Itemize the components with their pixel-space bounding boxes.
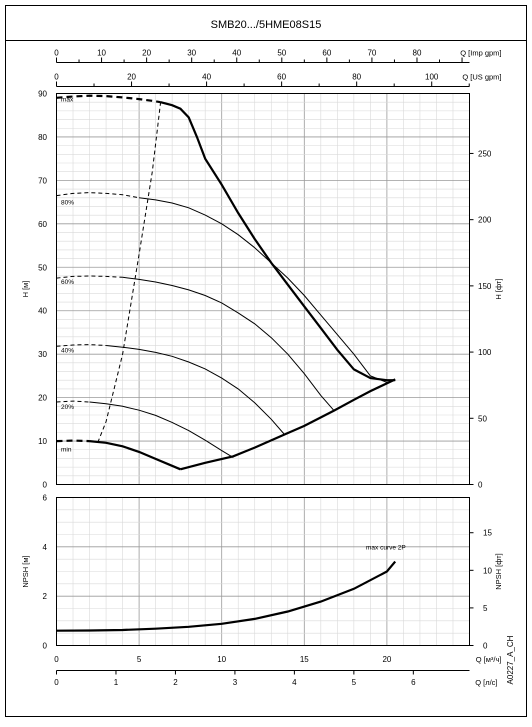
head-ytick-label: 30	[38, 350, 47, 359]
head-yright-tick-label: 50	[478, 414, 487, 423]
head-yright-tick-label: 150	[478, 282, 492, 291]
npsh-xtick-label: 0	[54, 655, 59, 664]
top-axis-tick-label: 80	[352, 73, 361, 82]
npsh-series-label: max curve 2P	[366, 544, 406, 551]
npsh-ytick-label: 6	[43, 494, 48, 503]
top-axis-tick-label: 50	[277, 49, 286, 58]
head-ytick-label: 20	[38, 394, 47, 403]
top-axis-label: Q [US gpm]	[462, 73, 501, 82]
outer-border	[5, 5, 527, 717]
top-axis-tick-label: 40	[232, 49, 241, 58]
npsh-ytick-label: 4	[43, 543, 48, 552]
top-axis-tick-label: 0	[54, 49, 59, 58]
top-axis-tick-label: 70	[367, 49, 376, 58]
head-yright-tick-label: 0	[478, 481, 483, 490]
head-curve-80-dash	[56, 192, 140, 199]
npsh-xtick-label: 5	[137, 655, 142, 664]
head-ylabel: H [м]	[21, 281, 30, 298]
top-axis-tick-label: 0	[54, 73, 59, 82]
curve-label: min	[61, 446, 72, 453]
npsh-ytick-label: 0	[43, 642, 48, 651]
npsh-curve	[56, 560, 397, 632]
npsh-ylabel: NPSH [м]	[21, 555, 30, 587]
head-curve-60-	[122, 276, 335, 411]
top-axis-tick-label: 30	[187, 49, 196, 58]
head-curve-40-dash	[56, 344, 107, 347]
head-ytick-label: 60	[38, 220, 47, 229]
top-axis-tick-label: 80	[413, 49, 422, 58]
npsh-xtick2-label: 2	[173, 678, 178, 687]
head-yright-tick-label: 200	[478, 216, 492, 225]
npsh-ylabel-right: NPSH [фт]	[494, 553, 503, 590]
head-yright-tick-label: 250	[478, 149, 492, 158]
npsh-xlabel: Q [м³/ч]	[476, 655, 502, 664]
npsh-xlabel2: Q [л/с]	[475, 678, 497, 687]
top-axis-tick-label: 20	[142, 49, 151, 58]
npsh-ytick-label: 2	[43, 592, 48, 601]
npsh-xtick2-label: 3	[233, 678, 238, 687]
head-ytick-label: 10	[38, 437, 47, 446]
head-ytick-label: 90	[38, 90, 47, 99]
npsh-xtick2-label: 6	[411, 678, 416, 687]
npsh-xtick2-label: 1	[114, 678, 119, 687]
curve-label: max	[61, 96, 74, 103]
head-curve-min	[89, 440, 181, 471]
head-curve-20-dash	[56, 400, 90, 403]
head-curve-min-dash	[56, 439, 90, 443]
npsh-yright-tick-label: 0	[483, 642, 488, 651]
npsh-xtick2-label: 5	[352, 678, 357, 687]
npsh-yright-tick-label: 15	[483, 529, 492, 538]
top-axis-label: Q [Imp gpm]	[460, 49, 501, 58]
head-ytick-label: 40	[38, 307, 47, 316]
head-ytick-label: 70	[38, 176, 47, 185]
head-ytick-label: 50	[38, 263, 47, 272]
npsh-yright-tick-label: 10	[483, 566, 492, 575]
head-curve-40-	[106, 345, 285, 435]
top-axis-tick-label: 10	[97, 49, 106, 58]
npsh-xtick-label: 15	[300, 655, 309, 664]
top-axis-tick-label: 60	[277, 73, 286, 82]
top-axis-tick-label: 100	[425, 73, 439, 82]
chart-title: SMB20.../5HME08S15	[211, 19, 322, 31]
head-ylabel-right: H [фт]	[494, 278, 503, 299]
curve-label: 80%	[61, 199, 74, 206]
head-ytick-label: 80	[38, 133, 47, 142]
head-yright-tick-label: 100	[478, 348, 492, 357]
npsh-xtick2-label: 4	[292, 678, 297, 687]
head-curve-min-flow	[97, 102, 162, 443]
curve-label: 60%	[61, 279, 74, 286]
head-curve-20-	[89, 401, 234, 459]
top-axis-tick-label: 20	[127, 73, 136, 82]
npsh-plot-frame	[56, 497, 470, 646]
top-axis-tick-label: 40	[202, 73, 211, 82]
head-ytick-label: 0	[43, 481, 48, 490]
npsh-xtick2-label: 0	[54, 678, 59, 687]
top-axis-tick-label: 60	[322, 49, 331, 58]
curve-label: 40%	[61, 347, 74, 354]
figure-code: A0227_A_CH	[506, 635, 515, 684]
head-curve-max	[160, 101, 396, 382]
npsh-xtick-label: 10	[217, 655, 226, 664]
head-plot-frame	[56, 93, 470, 485]
head-curve-80-	[139, 197, 396, 383]
npsh-xtick-label: 20	[382, 655, 391, 664]
head-curve-system-right	[180, 378, 396, 471]
curve-label: 20%	[61, 404, 74, 411]
npsh-yright-tick-label: 5	[483, 604, 488, 613]
